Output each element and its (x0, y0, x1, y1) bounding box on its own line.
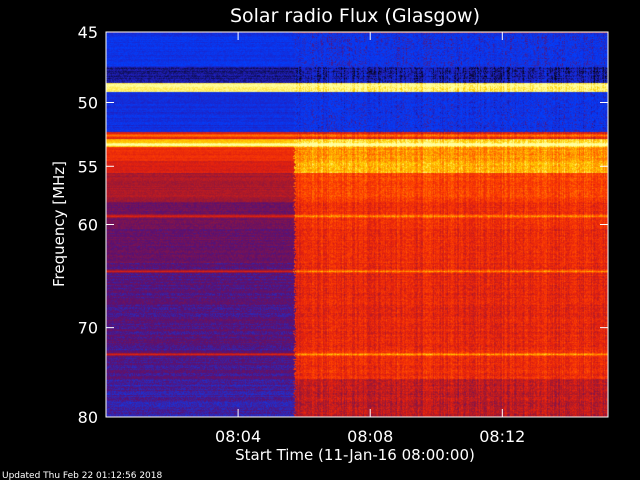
x-tick-label-08:04: 08:04 (215, 427, 261, 446)
x-tick-label-08:08: 08:08 (347, 427, 393, 446)
y-tick-label-45: 45 (78, 23, 98, 42)
plot-area (105, 31, 609, 418)
heatmap-image (106, 32, 608, 417)
y-tick-labels: 45 50 55 60 70 80 (78, 23, 98, 427)
y-tick-label-80: 80 (78, 408, 98, 427)
y-tick-label-55: 55 (78, 157, 98, 176)
y-tick-label-60: 60 (78, 216, 98, 235)
updated-timestamp: Updated Thu Feb 22 01:12:56 2018 (2, 471, 163, 480)
x-tick-label-08:12: 08:12 (479, 427, 525, 446)
chart-title: Solar radio Flux (Glasgow) (230, 5, 480, 27)
y-tick-label-70: 70 (78, 319, 98, 338)
axis-ticks (106, 31, 608, 418)
y-axis-label: Frequency [MHz] (50, 161, 68, 287)
x-axis-label: Start Time (11-Jan-16 08:00:00) (235, 446, 475, 464)
x-tick-labels: 08:04 08:08 08:12 (215, 427, 525, 446)
y-tick-label-50: 50 (78, 94, 98, 113)
